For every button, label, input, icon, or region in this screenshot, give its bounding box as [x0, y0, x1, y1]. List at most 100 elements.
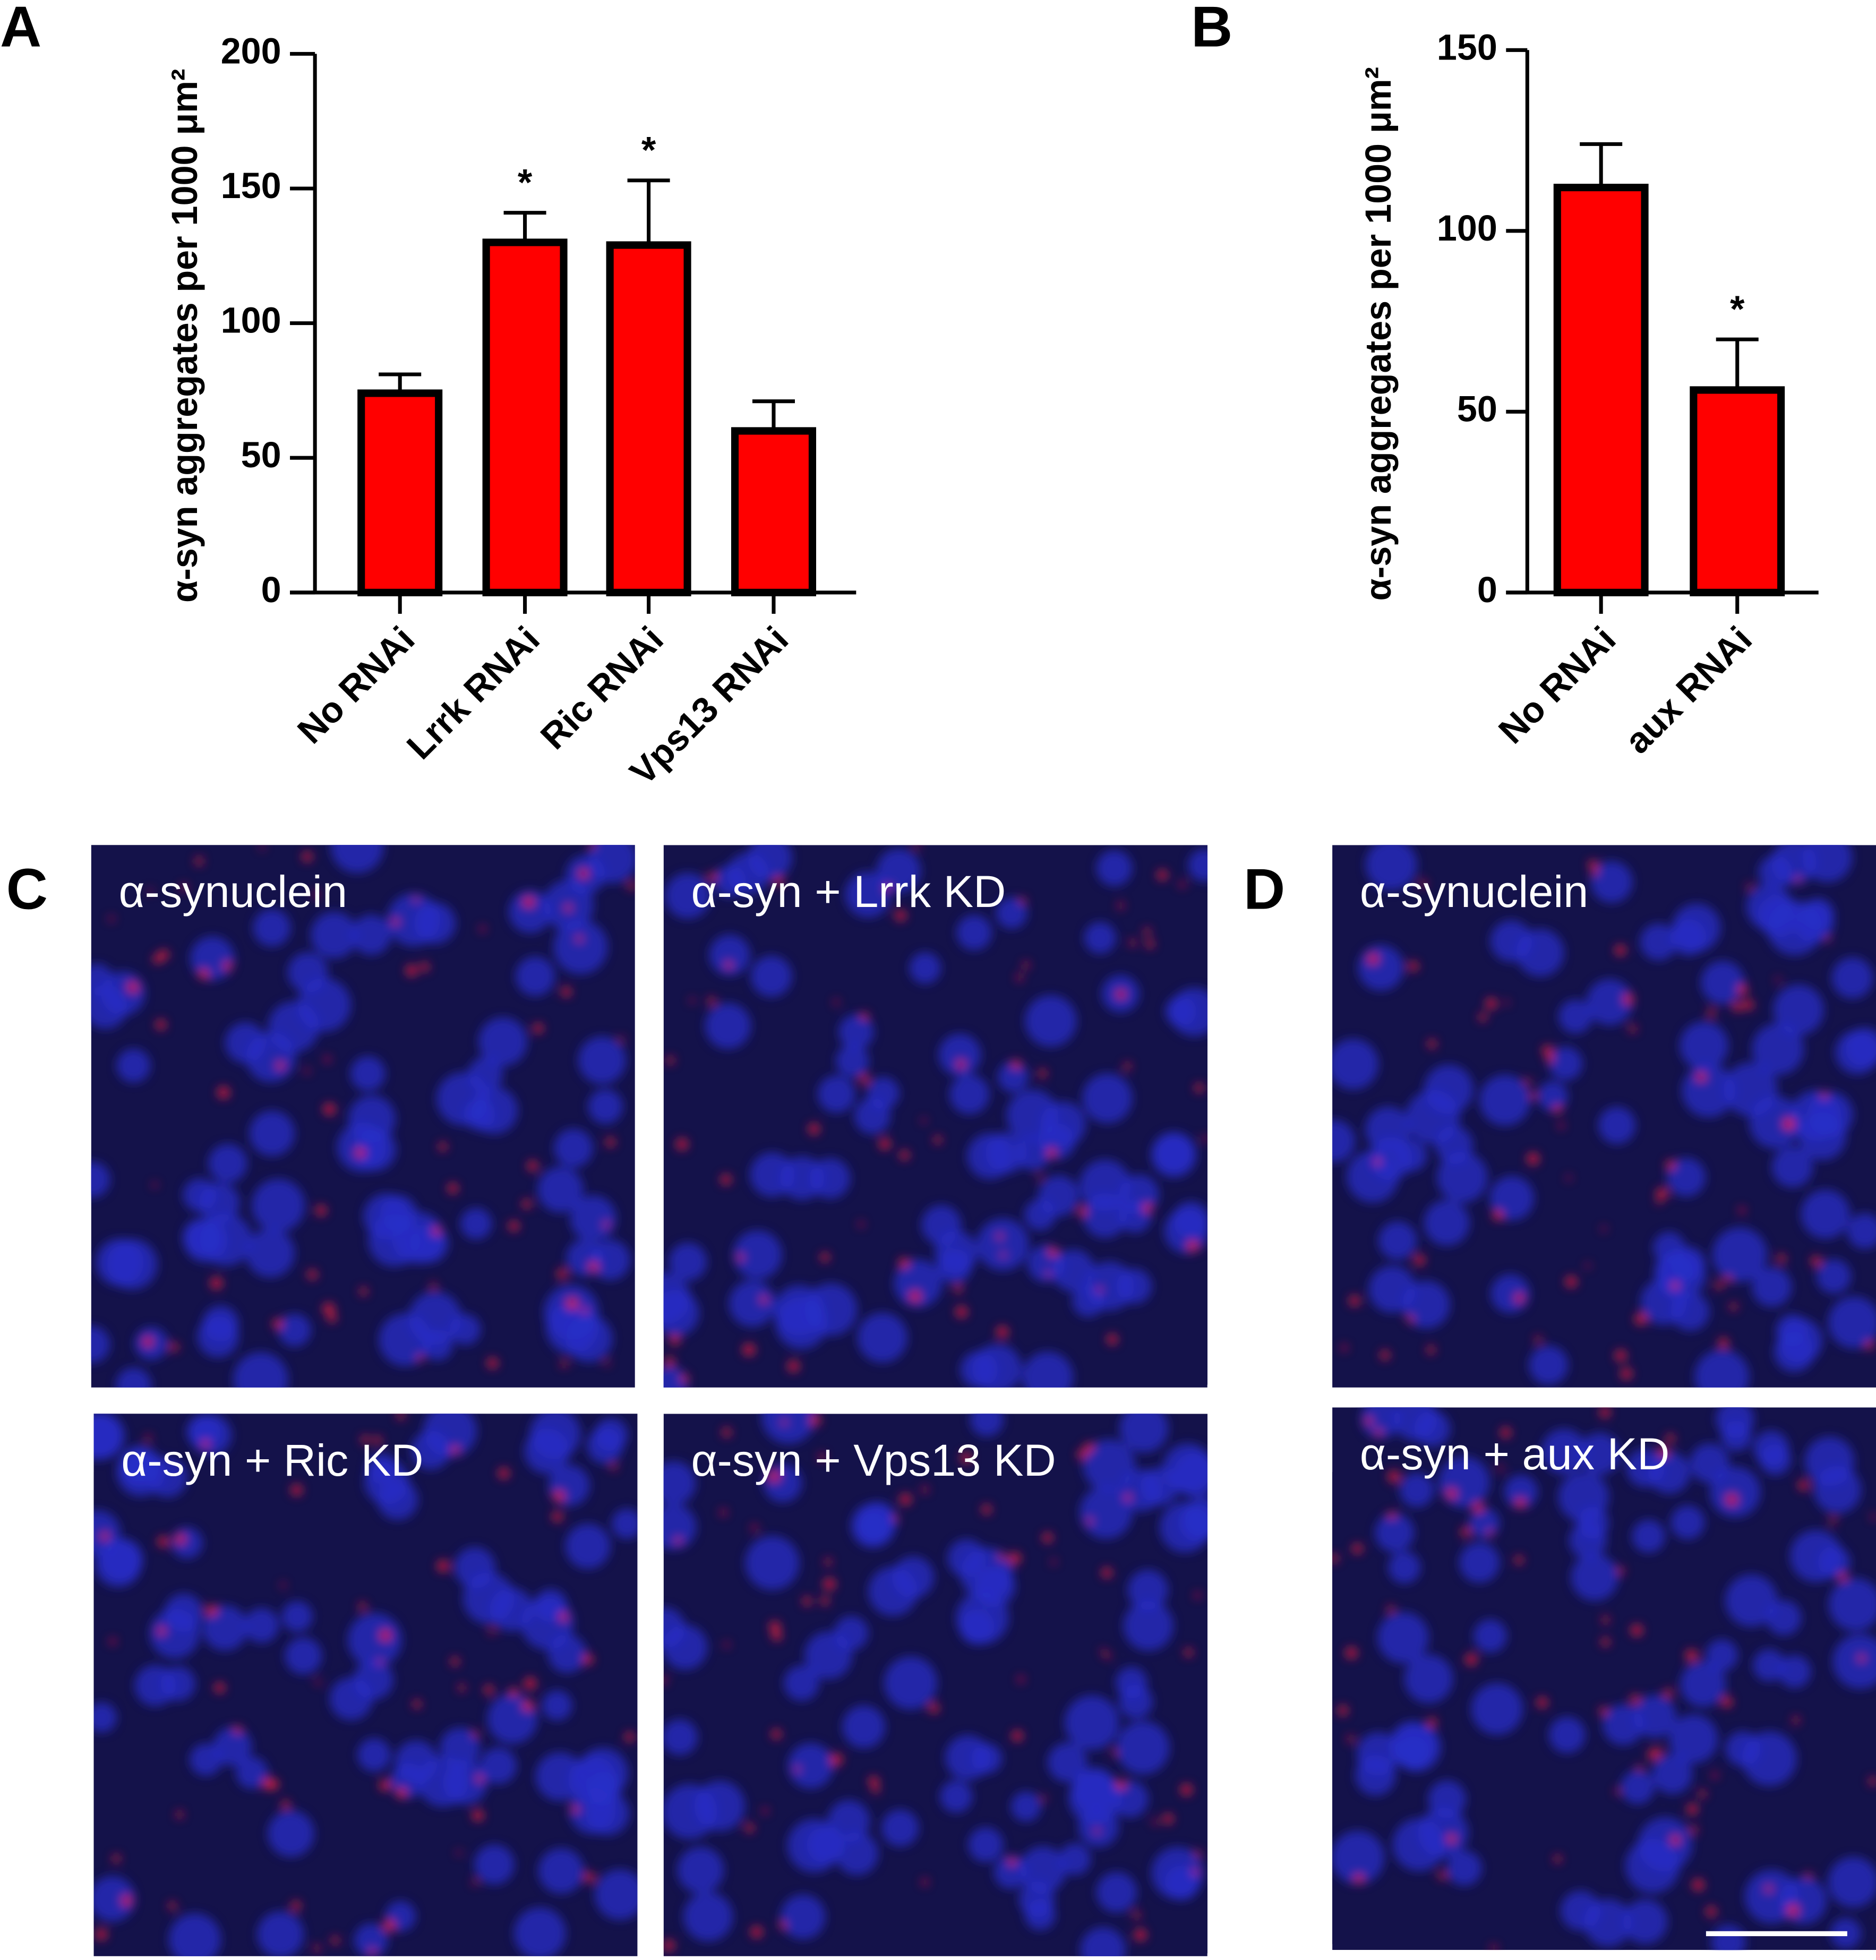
aggregate — [1599, 1707, 1608, 1716]
aggregate — [109, 1638, 116, 1645]
nucleus — [1361, 1407, 1401, 1439]
nucleus — [1671, 1505, 1705, 1539]
aggregate — [604, 1360, 610, 1366]
aggregate — [1591, 869, 1598, 876]
aggregate — [810, 1414, 821, 1426]
aggregate — [1038, 1069, 1047, 1078]
nucleus — [1529, 1345, 1569, 1385]
nucleus — [1829, 1578, 1876, 1631]
nucleus — [1816, 1259, 1851, 1294]
aggregate — [1821, 1092, 1828, 1099]
nucleus — [1355, 1755, 1396, 1796]
aggregate — [290, 1484, 303, 1496]
aggregate — [1046, 1271, 1051, 1277]
aggregate — [355, 1148, 366, 1158]
nucleus — [1084, 922, 1116, 954]
aggregate — [1737, 984, 1748, 996]
nucleus — [1669, 1714, 1718, 1764]
aggregate — [1486, 1529, 1493, 1536]
nucleus — [1490, 920, 1532, 962]
nucleus — [1151, 1846, 1204, 1899]
aggregate — [610, 1463, 618, 1471]
nucleus — [1712, 1227, 1767, 1282]
aggregate — [751, 1524, 758, 1531]
nucleus — [1428, 1780, 1466, 1818]
y-tick-label: 150 — [221, 166, 281, 206]
aggregate — [1077, 1450, 1087, 1460]
nucleus — [1024, 1899, 1056, 1931]
nucleus — [107, 1239, 158, 1290]
aggregate — [722, 1427, 732, 1437]
aggregate — [1527, 1152, 1539, 1165]
aggregate — [1777, 1254, 1786, 1263]
nucleus — [1752, 1023, 1804, 1075]
aggregate — [201, 1440, 210, 1448]
aggregate — [1157, 869, 1168, 880]
nucleus — [1424, 1200, 1470, 1246]
nucleus — [1623, 1899, 1668, 1944]
nucleus — [1760, 1444, 1791, 1476]
aggregate — [1387, 1511, 1396, 1519]
nucleus — [1332, 1830, 1385, 1885]
aggregate — [233, 1725, 242, 1734]
nucleus — [1753, 1649, 1785, 1682]
aggregate — [447, 1183, 458, 1194]
aggregate — [1614, 1788, 1620, 1795]
nucleus — [1392, 1818, 1445, 1871]
aggregate — [707, 872, 717, 881]
nucleus — [835, 1832, 879, 1875]
nucleus — [683, 1891, 733, 1941]
aggregate — [1341, 1345, 1348, 1351]
aggregate — [666, 1056, 675, 1065]
nucleus — [594, 1418, 628, 1452]
nucleus — [1378, 1221, 1417, 1260]
nucleus — [1048, 1742, 1087, 1783]
aggregate — [1732, 1002, 1743, 1012]
aggregate — [1542, 1045, 1553, 1056]
aggregate — [1478, 1013, 1487, 1022]
aggregate — [575, 1807, 580, 1812]
aggregate — [1492, 1210, 1503, 1221]
aggregate — [322, 1303, 335, 1315]
aggregate — [1615, 1349, 1627, 1362]
nucleus — [1188, 849, 1207, 882]
aggregate — [1048, 1247, 1058, 1257]
nucleus — [836, 1044, 869, 1078]
nucleus — [1471, 1683, 1523, 1735]
nucleus — [1414, 1410, 1451, 1447]
aggregate — [872, 1786, 880, 1794]
nucleus — [588, 845, 635, 884]
nucleus — [190, 936, 235, 981]
aggregate — [1865, 1341, 1874, 1350]
aggregate — [1630, 1694, 1640, 1704]
aggregate — [1558, 1122, 1564, 1129]
aggregate — [1465, 1653, 1478, 1666]
micrograph: α-syn + Lrrk KD — [663, 845, 1207, 1388]
aggregate — [921, 1118, 927, 1123]
nucleus — [1127, 1570, 1168, 1611]
nucleus — [858, 1501, 897, 1541]
aggregate — [1798, 1479, 1809, 1491]
y-tick-label: 50 — [1457, 389, 1497, 429]
aggregate — [824, 1558, 832, 1566]
nucleus — [1537, 1081, 1568, 1111]
cells — [663, 1414, 1207, 1956]
aggregate — [144, 1434, 152, 1441]
nucleus — [968, 1827, 1004, 1862]
nucleus — [119, 1445, 160, 1487]
nucleus — [949, 1074, 990, 1115]
aggregate — [315, 1679, 321, 1685]
nucleus — [387, 893, 440, 946]
nucleus — [1116, 1269, 1152, 1304]
nucleus — [554, 1128, 593, 1168]
nucleus — [516, 956, 555, 996]
aggregate — [909, 1290, 921, 1303]
aggregate — [624, 1732, 635, 1742]
aggregate — [564, 904, 572, 912]
y-tick-label: 200 — [221, 31, 281, 71]
nucleus — [183, 1218, 220, 1256]
y-tick-label: 100 — [1437, 208, 1497, 249]
nucleus — [780, 1894, 826, 1939]
image-label: α-synuclein — [119, 866, 347, 917]
aggregate — [1838, 1572, 1847, 1582]
